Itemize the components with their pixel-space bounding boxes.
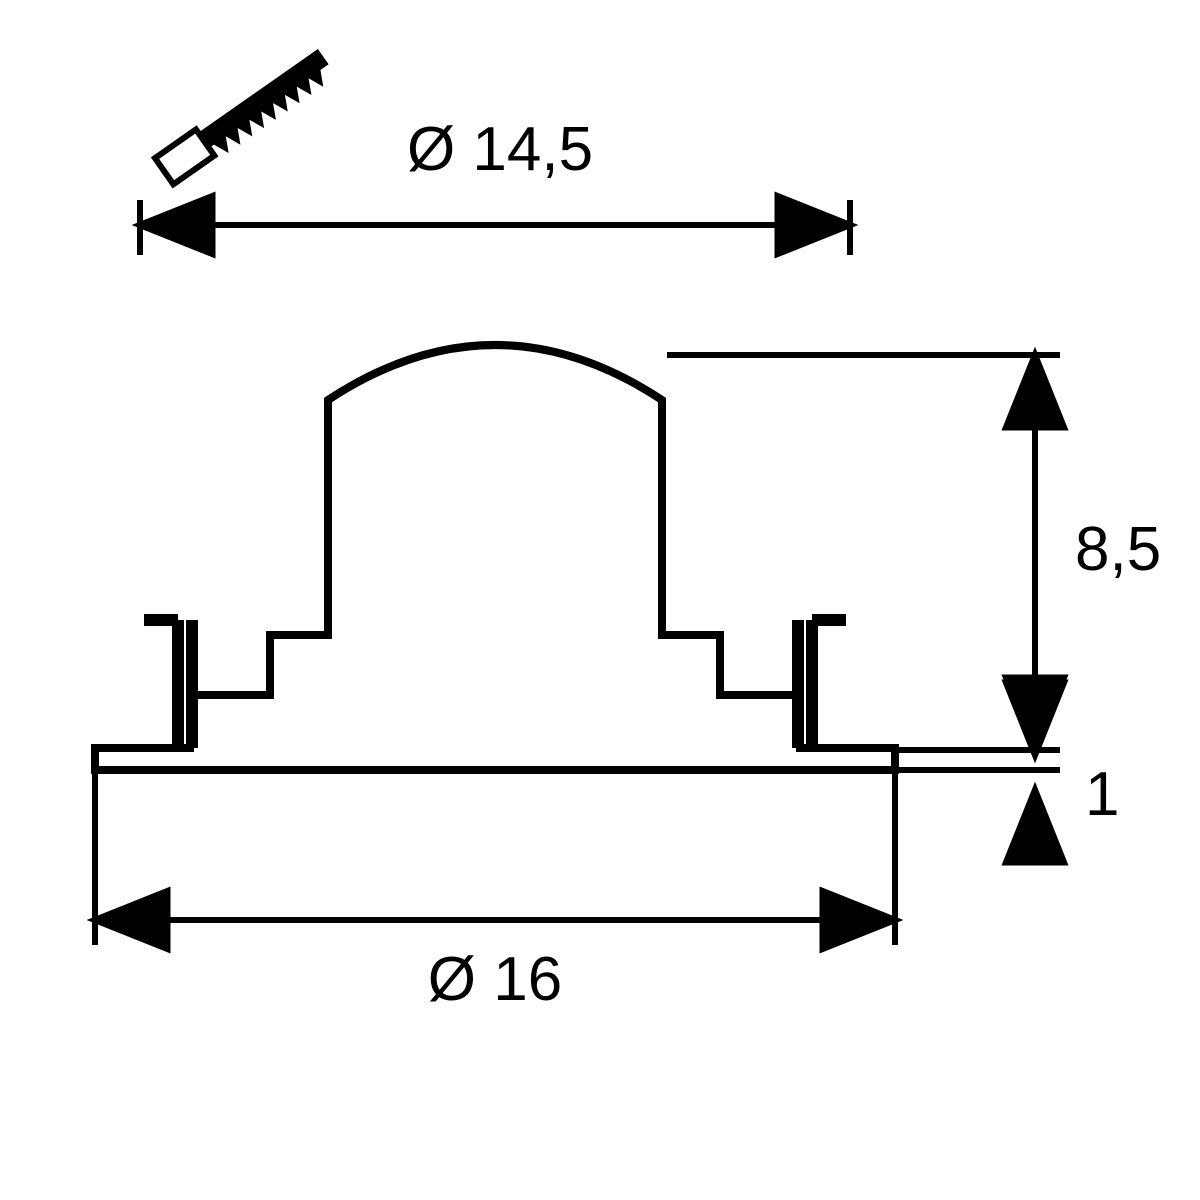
- label-height: 8,5: [1075, 515, 1161, 584]
- label-cutout: Ø 14,5: [407, 115, 593, 184]
- technical-drawing: Ø 14,5 Ø 16 8,5 1: [0, 0, 1200, 1200]
- label-overall: Ø 16: [428, 945, 562, 1014]
- saw-icon: [155, 46, 337, 190]
- fixture-outline: [95, 345, 895, 770]
- label-flange: 1: [1085, 760, 1119, 829]
